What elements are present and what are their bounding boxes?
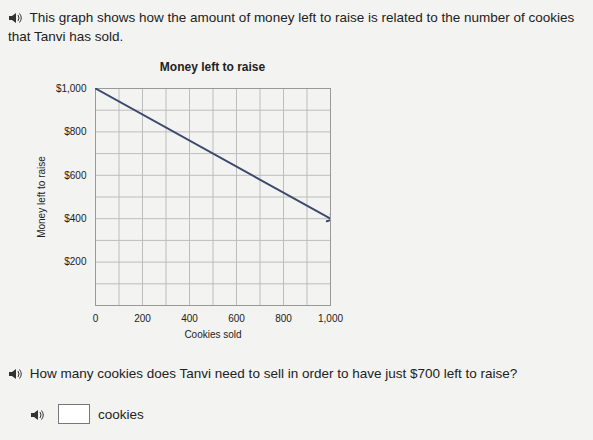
svg-text:400: 400 [181, 313, 198, 324]
svg-text:200: 200 [134, 313, 151, 324]
svg-text:800: 800 [275, 313, 292, 324]
svg-text:Cookies sold: Cookies sold [184, 329, 241, 340]
svg-text:0: 0 [93, 313, 99, 324]
svg-text:$400: $400 [64, 213, 87, 224]
svg-text:1,000: 1,000 [318, 313, 343, 324]
html-text:This graph shows how the amoun: This graph shows how the amount of money… [8, 10, 575, 44]
svg-text:$600: $600 [64, 170, 87, 181]
html-text:Money left to raise: Money left to raise [159, 60, 266, 74]
html-text:How many cookies does Tanvi ne: How many cookies does Tanvi need to sell… [26, 366, 518, 381]
svg-text:$1,000: $1,000 [56, 83, 87, 94]
svg-text:600: 600 [228, 313, 245, 324]
html-text:cookies: cookies [98, 406, 144, 422]
svg-text:Money left to raise: Money left to raise [36, 156, 47, 238]
svg-text:$800: $800 [64, 126, 87, 137]
svg-text:$200: $200 [64, 256, 87, 267]
